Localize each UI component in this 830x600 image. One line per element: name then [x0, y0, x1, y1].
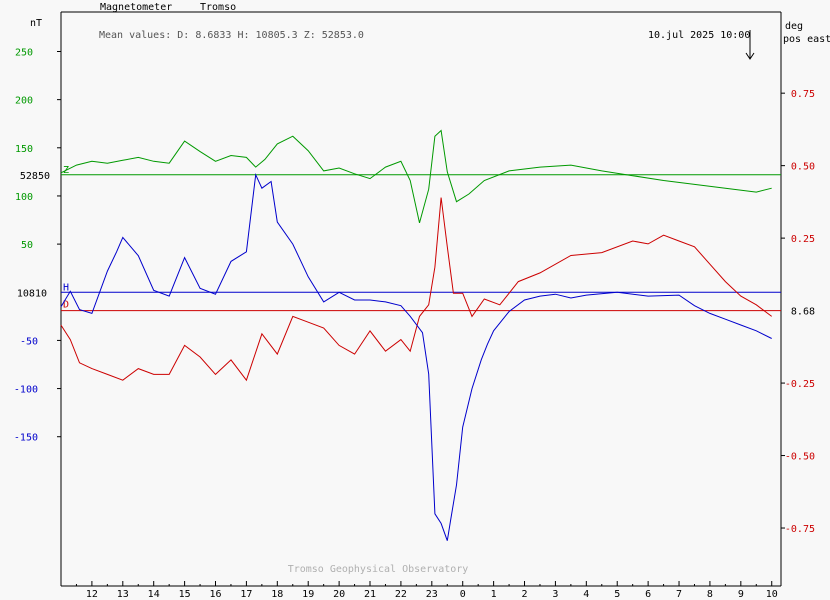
x-axis-ticks: 12 13 14 15 16 17 18 19 20 21 22 23 0 1 2 3 4 5 6 7 8 9 10: [75, 581, 778, 600]
x-tick-label: 0: [460, 589, 466, 600]
right-tick-label: 0.75: [791, 89, 815, 100]
x-tick-label: 9: [738, 589, 744, 600]
mean-values-text: Mean values: D: 8.6833 H: 10805.3 Z: 528…: [99, 30, 364, 41]
x-tick-label: 6: [645, 589, 651, 600]
left-tick-label: 50: [21, 240, 33, 251]
station-label: Tromso: [200, 2, 236, 13]
x-tick-label: 21: [364, 589, 376, 600]
series-lines: [60, 129, 773, 541]
x-tick-label: 8: [707, 589, 713, 600]
right-unit-line1: deg: [785, 21, 803, 32]
x-tick-label: 19: [302, 589, 314, 600]
z-baseline-label: 52850: [20, 171, 50, 182]
right-tick-label: -0.50: [785, 452, 815, 463]
timestamp-label: 10.jul 2025 10:00: [648, 30, 750, 41]
left-tick-label: 100: [15, 192, 33, 203]
d-baseline-label: 8.68: [791, 307, 815, 318]
h-baseline-label: 10810: [17, 288, 47, 299]
left-axis-ticks: 250 200 150 100 50 -50 -100 -150: [14, 47, 61, 444]
right-axis-ticks: 0.75 0.50 0.25 -0.25 -0.50 -0.75: [781, 89, 815, 535]
x-tick-label: 3: [552, 589, 558, 600]
x-tick-label: 20: [333, 589, 345, 600]
right-tick-label: -0.75: [785, 524, 815, 535]
x-tick-label: 4: [583, 589, 589, 600]
current-time-arrow-icon: [745, 30, 755, 60]
instrument-label: Magnetometer: [100, 2, 172, 13]
h-series-label: H: [63, 282, 69, 293]
x-tick-label: 14: [148, 589, 160, 600]
footer-credit: Tromso Geophysical Observatory: [288, 564, 469, 575]
x-tick-label: 12: [86, 589, 98, 600]
right-tick-label: -0.25: [785, 379, 815, 390]
x-tick-label: 13: [117, 589, 129, 600]
right-tick-label: 0.25: [791, 234, 815, 245]
x-tick-label: 22: [395, 589, 407, 600]
series-line-z: [60, 129, 772, 224]
left-tick-label: -100: [14, 385, 38, 396]
x-tick-label: 2: [522, 589, 528, 600]
x-tick-label: 16: [209, 589, 221, 600]
right-unit-line2: pos east: [783, 34, 830, 45]
x-tick-label: 23: [426, 589, 438, 600]
x-tick-label: 7: [676, 589, 682, 600]
left-unit-label: nT: [30, 18, 42, 29]
left-tick-label: -150: [14, 433, 38, 444]
left-tick-label: 200: [15, 96, 33, 107]
series-line-d: [60, 197, 773, 382]
left-tick-label: 250: [15, 47, 33, 58]
series-line-h: [60, 172, 772, 541]
x-tick-label: 1: [491, 589, 497, 600]
d-series-label: D: [63, 300, 69, 311]
left-tick-label: -50: [20, 336, 38, 347]
left-tick-label: 150: [15, 144, 33, 155]
x-tick-label: 17: [240, 589, 252, 600]
x-tick-label: 15: [179, 589, 191, 600]
x-tick-label: 5: [614, 589, 620, 600]
x-tick-label: 18: [271, 589, 283, 600]
x-tick-label: 10: [766, 589, 778, 600]
right-tick-label: 0.50: [791, 162, 815, 173]
